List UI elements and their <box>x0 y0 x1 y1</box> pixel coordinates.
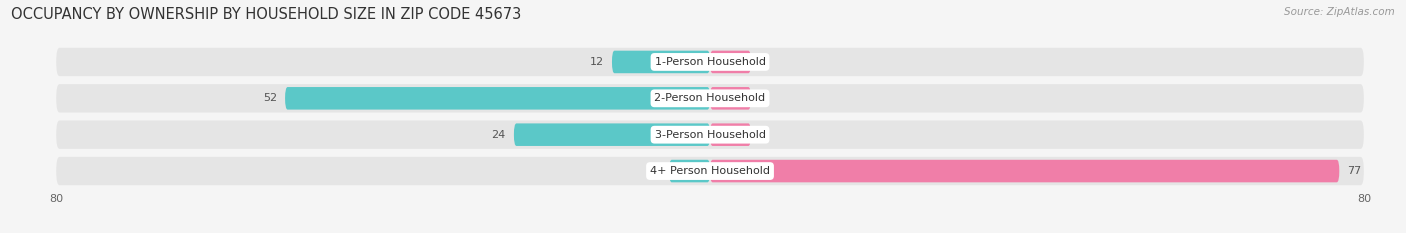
FancyBboxPatch shape <box>710 160 1340 182</box>
Text: 77: 77 <box>1347 166 1362 176</box>
FancyBboxPatch shape <box>56 157 1364 185</box>
FancyBboxPatch shape <box>710 87 751 110</box>
Text: 0: 0 <box>654 166 661 176</box>
FancyBboxPatch shape <box>515 123 710 146</box>
FancyBboxPatch shape <box>710 51 751 73</box>
FancyBboxPatch shape <box>56 84 1364 113</box>
Text: 24: 24 <box>492 130 506 140</box>
FancyBboxPatch shape <box>56 120 1364 149</box>
FancyBboxPatch shape <box>612 51 710 73</box>
FancyBboxPatch shape <box>669 160 710 182</box>
FancyBboxPatch shape <box>56 48 1364 76</box>
Text: 0: 0 <box>759 57 766 67</box>
Text: OCCUPANCY BY OWNERSHIP BY HOUSEHOLD SIZE IN ZIP CODE 45673: OCCUPANCY BY OWNERSHIP BY HOUSEHOLD SIZE… <box>11 7 522 22</box>
Text: 0: 0 <box>759 130 766 140</box>
Text: 12: 12 <box>589 57 603 67</box>
Text: 1-Person Household: 1-Person Household <box>655 57 765 67</box>
FancyBboxPatch shape <box>710 123 751 146</box>
Text: 3-Person Household: 3-Person Household <box>655 130 765 140</box>
Text: 52: 52 <box>263 93 277 103</box>
FancyBboxPatch shape <box>285 87 710 110</box>
Text: 2-Person Household: 2-Person Household <box>654 93 766 103</box>
Text: 0: 0 <box>759 93 766 103</box>
Text: Source: ZipAtlas.com: Source: ZipAtlas.com <box>1284 7 1395 17</box>
Text: 4+ Person Household: 4+ Person Household <box>650 166 770 176</box>
